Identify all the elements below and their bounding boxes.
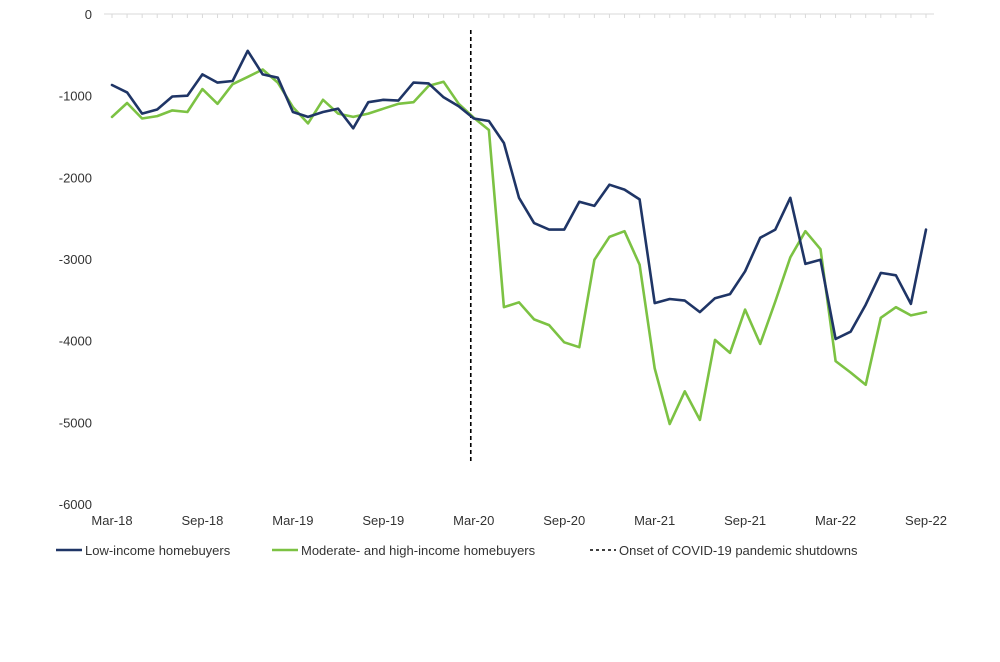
x-tick-label: Mar-20: [453, 513, 494, 528]
x-tick-labels: Mar-18 Sep-18 Mar-19 Sep-19 Mar-20 Sep-20 Mar-…: [91, 513, 947, 528]
x-tick-label: Sep-22: [905, 513, 947, 528]
y-tick-label: -2000: [59, 170, 92, 185]
y-tick-label: -1000: [59, 89, 92, 104]
series-line: [110, 49, 928, 341]
legend-label: Onset of COVID-19 pandemic shutdowns: [619, 543, 858, 558]
legend-label: Low-income homebuyers: [85, 543, 231, 558]
axes: [104, 13, 934, 18]
legend-label: Moderate- and high-income homebuyers: [301, 543, 536, 558]
y-tick-label: -4000: [59, 334, 92, 349]
y-tick-label: -6000: [59, 497, 92, 512]
x-tick-label: Mar-22: [815, 513, 856, 528]
y-tick-label: -3000: [59, 252, 92, 267]
x-tick-label: Sep-20: [543, 513, 585, 528]
y-tick-label: 0: [85, 7, 92, 22]
x-tick-marks: [111, 14, 927, 18]
y-tick-labels: 0 -1000 -2000 -3000 -4000 -5000 -6000: [59, 7, 92, 512]
x-tick-label: Mar-18: [91, 513, 132, 528]
x-tick-label: Mar-21: [634, 513, 675, 528]
x-tick-label: Sep-19: [362, 513, 404, 528]
series-line: [110, 68, 928, 426]
y-tick-label: -5000: [59, 415, 92, 430]
series-layer: [110, 49, 928, 426]
x-tick-label: Sep-21: [724, 513, 766, 528]
x-tick-label: Mar-19: [272, 513, 313, 528]
legend: Low-income homebuyers Moderate- and high-…: [56, 543, 858, 558]
x-tick-label: Sep-18: [181, 513, 223, 528]
